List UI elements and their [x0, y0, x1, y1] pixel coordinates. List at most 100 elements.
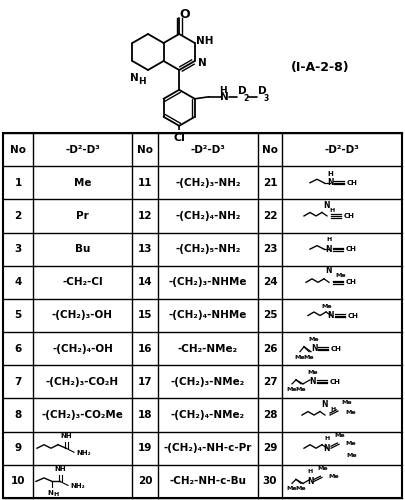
Text: -(CH₂)₃-CO₂H: -(CH₂)₃-CO₂H	[46, 377, 119, 387]
Text: H: H	[327, 171, 333, 177]
Text: Bu: Bu	[75, 244, 90, 254]
Text: Me: Me	[74, 178, 91, 188]
Text: -CH₂-Cl: -CH₂-Cl	[62, 278, 103, 287]
Text: N: N	[324, 201, 330, 210]
Text: 25: 25	[263, 310, 277, 320]
Text: Me: Me	[328, 474, 339, 480]
Text: 2: 2	[244, 94, 249, 104]
Text: 23: 23	[263, 244, 277, 254]
Text: H: H	[138, 76, 146, 86]
Text: CH: CH	[347, 180, 358, 186]
Text: 22: 22	[263, 211, 277, 221]
Text: Me: Me	[345, 441, 356, 446]
Text: Me: Me	[341, 400, 352, 405]
Text: -(CH₂)₄-NMe₂: -(CH₂)₄-NMe₂	[171, 410, 245, 420]
Text: D: D	[238, 86, 246, 96]
Text: H: H	[307, 470, 313, 474]
Text: N: N	[307, 477, 313, 486]
Text: CH: CH	[331, 346, 342, 352]
Text: N: N	[326, 244, 332, 254]
Text: Me: Me	[296, 387, 306, 392]
Text: -(CH₂)₃-NH₂: -(CH₂)₃-NH₂	[175, 178, 241, 188]
Text: N: N	[322, 400, 328, 409]
Text: H: H	[219, 86, 226, 96]
Text: 12: 12	[138, 211, 152, 221]
Text: N: N	[220, 92, 229, 102]
Text: 5: 5	[14, 310, 21, 320]
Text: 14: 14	[138, 278, 152, 287]
Text: 3: 3	[14, 244, 21, 254]
Text: 29: 29	[263, 443, 277, 453]
Text: 7: 7	[14, 377, 22, 387]
Text: -CH₂-NMe₂: -CH₂-NMe₂	[178, 344, 238, 353]
Text: CH: CH	[348, 312, 359, 318]
Text: Cl: Cl	[173, 133, 185, 143]
Text: H: H	[329, 208, 335, 213]
Text: NH: NH	[196, 36, 213, 46]
Text: D: D	[258, 86, 266, 96]
Text: 2: 2	[14, 211, 21, 221]
Text: N: N	[326, 266, 332, 276]
Text: NH: NH	[60, 433, 72, 439]
Text: NH₂: NH₂	[76, 450, 91, 456]
Text: N: N	[327, 178, 333, 188]
Text: Me: Me	[308, 370, 318, 375]
Text: Me: Me	[295, 354, 305, 360]
Text: Me: Me	[318, 466, 328, 471]
Text: No: No	[10, 144, 26, 154]
Text: 6: 6	[14, 344, 21, 353]
Text: 3: 3	[264, 94, 269, 104]
Text: -(CH₂)₄-NH-c-Pr: -(CH₂)₄-NH-c-Pr	[164, 443, 252, 453]
Text: -(CH₂)₃-NHMe: -(CH₂)₃-NHMe	[169, 278, 247, 287]
Text: N: N	[310, 378, 316, 386]
Text: 19: 19	[138, 443, 152, 453]
Text: CH: CH	[330, 379, 341, 385]
Text: O: O	[180, 8, 190, 22]
Text: -(CH₂)₃-NMe₂: -(CH₂)₃-NMe₂	[171, 377, 245, 387]
Text: 18: 18	[138, 410, 152, 420]
Text: N: N	[198, 58, 207, 68]
Text: (I-A-2-8): (I-A-2-8)	[291, 62, 349, 74]
Text: N: N	[311, 344, 317, 353]
Text: Me: Me	[322, 304, 333, 308]
Text: Me: Me	[304, 354, 314, 360]
Text: 16: 16	[138, 344, 152, 353]
Text: 9: 9	[15, 443, 21, 453]
Text: 28: 28	[263, 410, 277, 420]
Text: NH: NH	[54, 466, 66, 472]
Text: Me: Me	[309, 336, 319, 342]
Text: 13: 13	[138, 244, 152, 254]
Text: -(CH₂)₃-CO₂Me: -(CH₂)₃-CO₂Me	[42, 410, 124, 420]
Text: Me: Me	[296, 486, 306, 492]
Text: CH: CH	[346, 246, 357, 252]
Text: 8: 8	[14, 410, 21, 420]
Text: 11: 11	[138, 178, 152, 188]
Text: -(CH₂)₄-NHMe: -(CH₂)₄-NHMe	[169, 310, 247, 320]
Text: 1: 1	[14, 178, 21, 188]
Text: 17: 17	[138, 377, 152, 387]
Text: Me: Me	[335, 433, 345, 438]
Text: -CH₂-NH-c-Bu: -CH₂-NH-c-Bu	[170, 476, 247, 486]
Text: N: N	[130, 73, 139, 83]
Text: CH: CH	[346, 280, 357, 285]
Text: -D²-D³: -D²-D³	[65, 144, 100, 154]
Text: N: N	[47, 490, 53, 496]
Text: 15: 15	[138, 310, 152, 320]
Text: H: H	[326, 237, 332, 242]
Text: -D²-D³: -D²-D³	[324, 144, 360, 154]
Text: Me: Me	[287, 486, 297, 492]
Text: Me: Me	[287, 387, 297, 392]
Text: Me: Me	[345, 410, 356, 414]
Text: H: H	[324, 436, 330, 441]
Text: -(CH₂)₄-OH: -(CH₂)₄-OH	[52, 344, 113, 353]
Text: Me: Me	[335, 274, 345, 278]
Text: 30: 30	[263, 476, 277, 486]
Text: N: N	[328, 311, 334, 320]
Text: NH₂: NH₂	[70, 484, 85, 490]
Text: H: H	[330, 407, 335, 412]
Text: 21: 21	[263, 178, 277, 188]
Text: Pr: Pr	[76, 211, 89, 221]
Text: -(CH₂)₃-OH: -(CH₂)₃-OH	[52, 310, 113, 320]
Text: No: No	[262, 144, 278, 154]
Text: 10: 10	[11, 476, 25, 486]
